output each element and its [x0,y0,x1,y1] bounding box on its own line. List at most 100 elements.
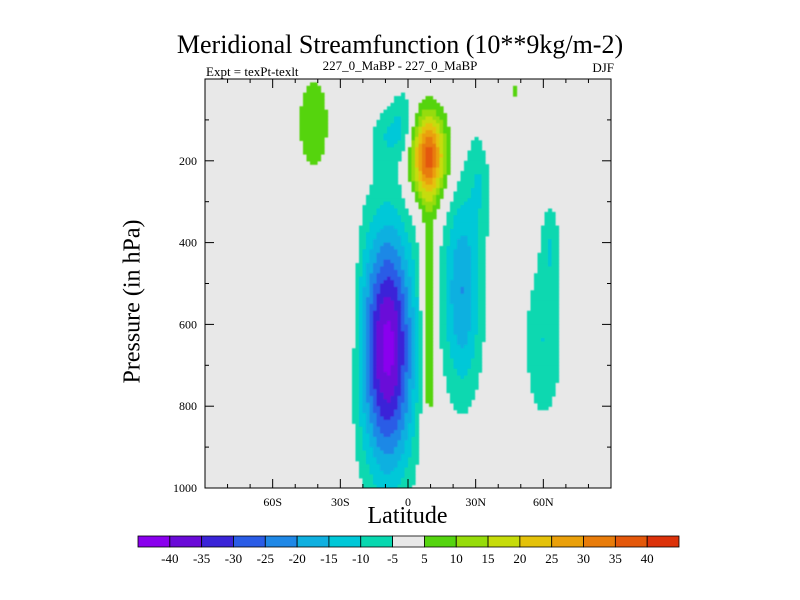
contour-cell [355,269,364,274]
contour-cell [471,259,479,264]
contour-cell [446,140,451,145]
contour-cell [415,116,420,121]
contour-cell [415,259,420,264]
contour-cell [474,341,483,346]
contour-cell [408,150,413,155]
contour-cell [408,273,416,278]
contour-cell [359,460,367,465]
contour-cell [551,256,560,261]
contour-cell [411,143,416,148]
contour-cell [450,280,472,285]
colorbar-box [519,535,553,548]
contour-cell [443,351,451,356]
contour-cell [397,402,402,407]
contour-cell [376,232,399,237]
contour-cell [436,164,441,169]
contour-cell [443,184,448,189]
contour-cell [362,324,367,329]
contour-cell [408,153,413,158]
contour-cell [352,368,360,373]
contour-cell [446,171,451,176]
contour-cell [541,225,560,230]
contour-cell [425,361,434,366]
contour-cell [450,239,458,244]
contour-cell [474,136,479,141]
contour-cell [376,389,381,394]
contour-cell [380,290,399,295]
contour-cell [383,300,395,305]
contour-cell [401,389,406,394]
contour-cell [415,167,420,172]
contour-cell [310,82,318,87]
contour-cell [408,361,413,366]
contour-cell [408,259,416,264]
contour-cell [373,481,402,486]
contour-cell [411,324,416,329]
contour-cell [383,324,392,329]
contour-cell [425,249,434,254]
contour-cell [471,188,483,193]
contour-cell [394,409,402,414]
contour-cell [397,331,406,336]
contour-cell [471,140,483,145]
contour-cell [418,382,423,387]
contour-cell [422,208,427,213]
contour-cell [401,276,406,281]
contour-cell [541,239,549,244]
contour-cell [362,215,374,220]
contour-cell [436,113,448,118]
contour-cell [411,368,416,373]
contour-cell [418,392,423,397]
contour-cell [534,286,560,291]
contour-cell [411,317,416,322]
contour-cell [439,153,444,158]
contour-cell [366,450,374,455]
contour-cell [478,273,486,278]
contour-cell [436,157,441,162]
contour-cell [446,314,455,319]
contour-cell [373,477,402,482]
contour-cell [369,409,374,414]
contour-cell [359,378,364,383]
contour-cell [383,334,395,339]
contour-cell [443,160,448,165]
contour-cell [376,208,399,213]
contour-cell [446,320,455,325]
contour-cell [530,375,560,380]
contour-cell [369,307,378,312]
contour-cell [478,276,486,281]
contour-cell [446,215,455,220]
contour-cell [432,130,437,135]
contour-cell [450,355,476,360]
contour-cell [443,171,448,176]
contour-cell [411,419,416,424]
contour-cell [457,184,476,189]
contour-cell [366,423,374,428]
contour-cell [464,344,476,349]
contour-cell [303,143,325,148]
contour-cell [373,317,381,322]
x-axis-label: Latitude [367,503,448,529]
contour-cell [401,307,406,312]
contour-cell [369,334,374,339]
contour-cell [439,327,448,332]
contour-cell [411,300,420,305]
contour-cell [425,385,434,390]
contour-cell [369,348,374,353]
contour-cell [376,395,385,400]
contour-cell [408,263,416,268]
contour-cell [359,276,367,281]
contour-cell [404,382,409,387]
contour-cell [369,464,381,469]
contour-cell [418,368,423,373]
contour-cell [415,378,420,383]
contour-cell [359,375,364,380]
contour-cell [359,348,364,353]
contour-cell [369,191,402,196]
contour-cell [408,423,416,428]
contour-cell [446,385,479,390]
contour-cell [446,164,451,169]
contour-cell [453,194,472,199]
contour-cell [394,361,399,366]
contour-cell [394,385,402,390]
